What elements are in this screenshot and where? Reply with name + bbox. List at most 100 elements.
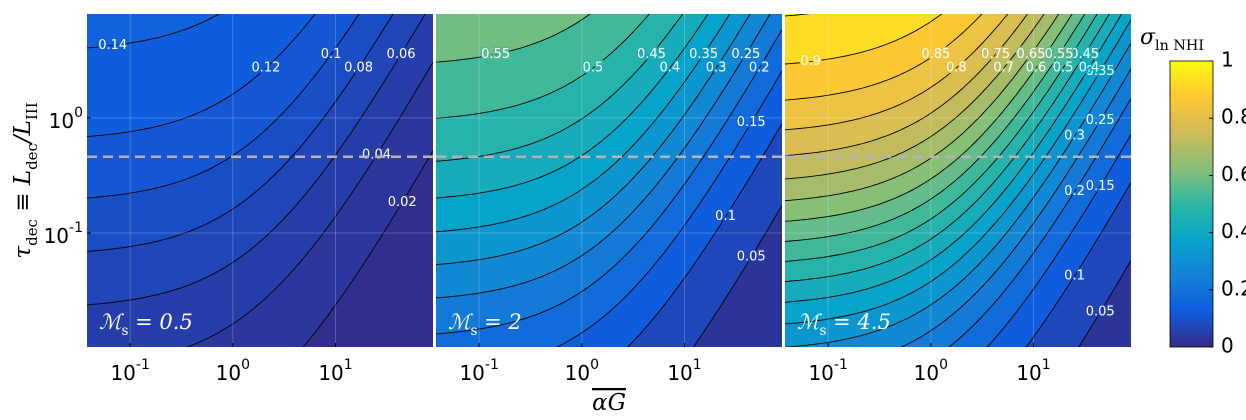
label-part: s xyxy=(121,323,128,339)
y-axis-label: τdec ≡ Ldec/LIII xyxy=(10,102,41,258)
y-tick-label: 100 xyxy=(49,105,83,133)
x-tick-label: 10-1 xyxy=(459,357,498,385)
contour-label: 0.08 xyxy=(344,61,373,76)
contour-label: 0.35 xyxy=(1086,64,1115,79)
colorbar-tick-label: 0.4 xyxy=(1221,219,1246,243)
contour-line xyxy=(785,14,811,17)
x-tick-label: 10-1 xyxy=(110,357,149,385)
contour-label: 0.1 xyxy=(321,47,342,62)
panel-annotation: ℳs = 0.5 xyxy=(99,310,193,339)
colorbar-tick-label: 0.8 xyxy=(1221,105,1246,129)
colorbar-tick-label: 0.2 xyxy=(1221,276,1246,300)
contour-line xyxy=(900,68,1131,347)
colorbar xyxy=(1169,60,1214,348)
contour-line xyxy=(692,205,782,347)
contour-label: 0.9 xyxy=(800,54,821,69)
contour-line xyxy=(436,14,591,63)
tick-exponent: 1 xyxy=(344,357,353,373)
contour-line xyxy=(785,14,983,101)
contour-line xyxy=(785,14,1029,157)
contour-line xyxy=(436,14,771,299)
label-part: = 4.5 xyxy=(826,310,890,334)
tick-base: 10 xyxy=(667,361,692,385)
contour-label: 0.3 xyxy=(706,61,727,76)
contour-label: 0.15 xyxy=(737,115,766,130)
label-part: ≡ L xyxy=(10,170,36,219)
colorbar-tick-label: 0.6 xyxy=(1221,162,1246,186)
tick-base: 10 xyxy=(318,361,343,385)
contour-label: 0.5 xyxy=(583,61,604,76)
tick-exponent: 0 xyxy=(241,357,250,373)
contour-line xyxy=(785,14,1110,282)
tick-exponent: -1 xyxy=(485,357,499,373)
tick-base: 10 xyxy=(808,361,833,385)
contour-label: 0.35 xyxy=(689,47,718,62)
contour-line xyxy=(986,134,1131,347)
contour-label: 0.14 xyxy=(98,38,127,53)
tick-base: 10 xyxy=(49,108,74,132)
contour-line xyxy=(785,14,1060,202)
tick-base: 10 xyxy=(914,361,939,385)
label-part: ℳ xyxy=(797,310,823,334)
contour-fill xyxy=(87,14,219,48)
x-tick-label: 101 xyxy=(1016,357,1050,385)
contour-label: 0.05 xyxy=(1086,305,1115,320)
label-part: dec xyxy=(23,219,41,246)
contour-fill xyxy=(87,14,316,137)
contour-label: 0.05 xyxy=(737,250,766,265)
contour-line xyxy=(785,14,943,65)
contour-line xyxy=(785,42,1131,347)
tick-base: 10 xyxy=(110,361,135,385)
contour-line xyxy=(87,14,220,49)
contour-line xyxy=(436,14,709,199)
contour-label: 0.5 xyxy=(1053,61,1074,76)
contour-line xyxy=(785,14,1045,180)
plot-area: 0.02 0.04 0.06 0.080.1 0.12 0.14 xyxy=(87,14,433,347)
label-part: ℳ xyxy=(99,310,125,334)
contour-label: 0.45 xyxy=(637,47,666,62)
contour-fill xyxy=(785,14,807,16)
label-part: σ xyxy=(1140,25,1156,50)
tick-base: 10 xyxy=(44,223,69,247)
label-part: ℳ xyxy=(448,310,474,334)
x-tick-label: 101 xyxy=(318,357,352,385)
contour-label: 0.75 xyxy=(981,47,1010,62)
label-part: III xyxy=(23,102,41,120)
tick-base: 10 xyxy=(459,361,484,385)
colorbar-tick-label: 1 xyxy=(1221,48,1234,72)
label-part: αG xyxy=(592,390,626,416)
contour-label: 0.1 xyxy=(1064,268,1085,283)
tick-exponent: 0 xyxy=(590,357,599,373)
contour-line xyxy=(948,98,1131,347)
contour-label: 0.55 xyxy=(1045,47,1074,62)
panel-annotation: ℳs = 4.5 xyxy=(797,310,891,339)
contour-line xyxy=(785,19,1131,325)
contour-line xyxy=(87,14,316,137)
contour-line xyxy=(785,14,1123,303)
contour-label: 0.6 xyxy=(1026,61,1047,76)
contour-label: 0.06 xyxy=(387,47,416,62)
contour-label: 0.65 xyxy=(1017,47,1046,62)
contour-line xyxy=(87,14,394,252)
x-tick-label: 100 xyxy=(914,357,948,385)
contour-line xyxy=(785,14,1073,222)
contour-line xyxy=(436,14,751,265)
label-part: τ xyxy=(10,245,36,259)
label-part: /L xyxy=(10,120,36,145)
x-axis-label: αG xyxy=(592,390,626,416)
tick-exponent: 1 xyxy=(1042,357,1051,373)
x-tick-label: 100 xyxy=(565,357,599,385)
x-tick-label: 101 xyxy=(667,357,701,385)
label-part: dec xyxy=(23,143,41,170)
label-part: HI xyxy=(1186,38,1204,54)
label-part: = 2 xyxy=(477,310,521,334)
contour-label: 0.55 xyxy=(481,47,510,62)
colorbar-label: σln NHI xyxy=(1140,25,1204,54)
panel-annotation: ℳs = 2 xyxy=(448,310,522,339)
contour-line xyxy=(785,14,1086,242)
contour-label: 0.1 xyxy=(715,209,736,224)
contour-line xyxy=(785,14,1009,131)
contour-label: 0.25 xyxy=(731,47,760,62)
contour-label: 0.2 xyxy=(749,61,770,76)
